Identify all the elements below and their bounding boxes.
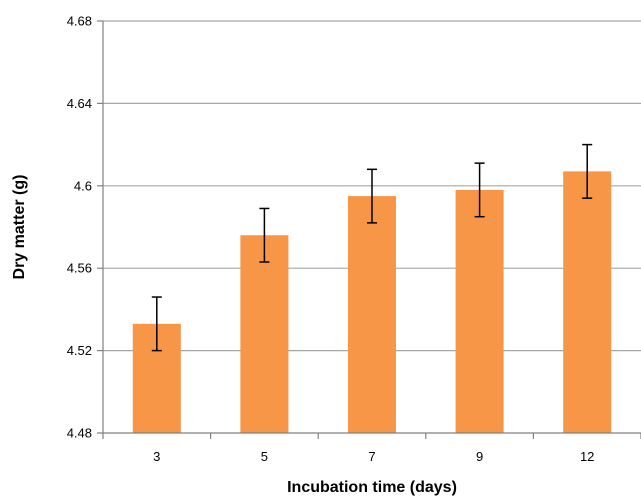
x-tick-label: 7 [368, 449, 375, 464]
error-bar [151, 296, 162, 352]
y-tick-label: 4.6 [74, 178, 92, 193]
y-tick-label: 4.56 [67, 261, 92, 276]
y-tick-label: 4.48 [67, 426, 92, 441]
bar [240, 235, 289, 433]
error-bar [474, 162, 485, 218]
x-axis-title: Incubation time (days) [287, 479, 457, 496]
bar [563, 171, 612, 433]
bars [132, 171, 612, 433]
axes [97, 20, 641, 439]
error-bar [367, 168, 377, 224]
x-tick-label: 9 [476, 449, 483, 464]
error-bar [259, 207, 270, 263]
y-tick-label: 4.68 [67, 14, 92, 29]
bar [348, 196, 396, 433]
bar [455, 189, 504, 433]
x-tick-labels: 3 5 7 9 12 [153, 449, 594, 464]
error-bar [582, 143, 593, 199]
y-tick-label: 4.64 [67, 96, 92, 111]
x-tick-label: 12 [580, 449, 594, 464]
y-tick-labels: 4.48 4.52 4.56 4.6 4.64 4.68 [67, 14, 92, 441]
error-bars [151, 143, 593, 352]
y-tick-label: 4.52 [67, 343, 92, 358]
y-axis-title: Dry matter (g) [11, 175, 28, 280]
x-tick-label: 5 [261, 449, 268, 464]
x-tick-label: 3 [153, 449, 160, 464]
